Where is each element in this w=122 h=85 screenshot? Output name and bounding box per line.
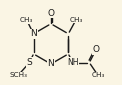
Text: N: N — [48, 59, 54, 69]
Text: O: O — [47, 9, 54, 18]
Text: CH₃: CH₃ — [69, 17, 83, 23]
Text: S: S — [27, 58, 32, 67]
Text: SCH₃: SCH₃ — [9, 72, 27, 78]
Text: N: N — [30, 29, 37, 38]
Text: NH: NH — [67, 58, 79, 67]
Text: CH₃: CH₃ — [20, 17, 33, 23]
Text: O: O — [93, 45, 100, 54]
Text: CH₃: CH₃ — [91, 72, 105, 78]
